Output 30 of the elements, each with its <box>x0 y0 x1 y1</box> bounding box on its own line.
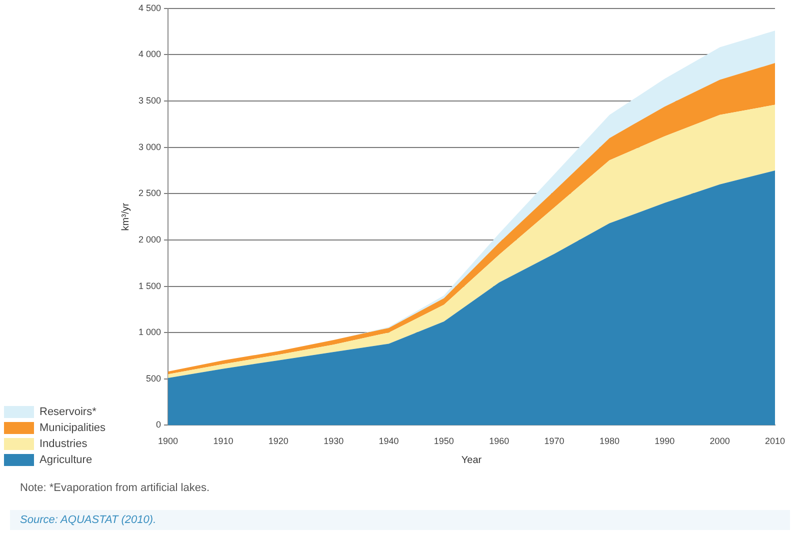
y-tick-label: 2 500 <box>138 188 162 198</box>
y-tick-label: 0 <box>156 420 162 430</box>
x-tick-label: 1920 <box>268 436 288 446</box>
y-tick-label: 4 500 <box>138 2 162 13</box>
x-tick-label: 1980 <box>599 436 620 446</box>
y-tick-label: 3 500 <box>138 96 162 106</box>
x-tick-label: 1930 <box>324 436 344 446</box>
x-tick-label: 1960 <box>489 436 510 446</box>
legend-label: Agriculture <box>40 454 92 466</box>
x-tick-label: 1950 <box>434 436 454 446</box>
legend-label: Reservoirs* <box>40 406 98 418</box>
x-tick-label: 2010 <box>764 436 786 446</box>
y-tick-label: 2 000 <box>138 234 162 244</box>
source-note: Source: AQUASTAT (2010). <box>10 510 790 530</box>
x-tick-label: 1970 <box>544 436 564 446</box>
y-axis-title: km³/yr <box>120 202 132 231</box>
x-tick-label: 2000 <box>710 436 730 446</box>
legend-label: Municipalities <box>40 422 106 434</box>
legend-label: Industries <box>40 438 88 450</box>
y-tick-label: 1 000 <box>138 327 162 338</box>
y-tick-label: 1 500 <box>138 280 162 291</box>
x-tick-label: 1940 <box>378 436 399 446</box>
x-tick-label: 1990 <box>654 436 675 446</box>
x-tick-label: 1910 <box>213 436 234 446</box>
y-tick-label: 3 000 <box>138 142 162 152</box>
y-tick-label: 500 <box>146 373 162 384</box>
text: Note: *Evaporation from artificial lakes. <box>19 481 211 496</box>
x-tick-label: 1900 <box>158 436 178 446</box>
x-axis-title: Year <box>461 454 482 466</box>
y-tick-label: 4 000 <box>138 49 162 60</box>
